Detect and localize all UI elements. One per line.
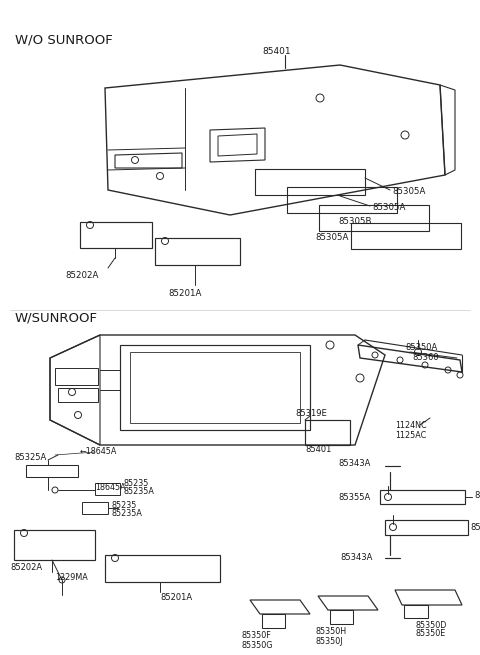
Text: 85343A: 85343A xyxy=(340,553,372,563)
Text: 85350A: 85350A xyxy=(405,343,437,352)
Text: 85343A: 85343A xyxy=(338,458,371,468)
Text: 85401: 85401 xyxy=(262,48,290,56)
Text: 85305A: 85305A xyxy=(315,233,348,242)
Text: 1125AC: 1125AC xyxy=(395,430,426,440)
Text: 85350E: 85350E xyxy=(415,629,445,639)
Text: 85235: 85235 xyxy=(123,479,148,487)
Text: ←18645A: ←18645A xyxy=(80,447,118,457)
Text: 85325A: 85325A xyxy=(14,453,46,462)
Text: 85305A: 85305A xyxy=(392,187,425,196)
Text: 85350D: 85350D xyxy=(415,620,446,629)
Text: 85319E: 85319E xyxy=(295,409,327,419)
Text: 85355A: 85355A xyxy=(338,493,370,502)
Text: 85350F: 85350F xyxy=(242,631,272,641)
Text: W/O SUNROOF: W/O SUNROOF xyxy=(15,33,113,47)
Text: 85202A: 85202A xyxy=(65,272,98,280)
Text: 85340B: 85340B xyxy=(470,523,480,531)
Text: 85350J: 85350J xyxy=(315,637,343,645)
Text: 1229MA: 1229MA xyxy=(55,574,88,582)
Text: 85401: 85401 xyxy=(305,445,331,455)
Text: 85340C: 85340C xyxy=(474,491,480,500)
Text: 85201A: 85201A xyxy=(160,593,192,601)
Text: 85235A: 85235A xyxy=(123,487,154,496)
Text: 85235: 85235 xyxy=(112,500,137,510)
Text: 85305A: 85305A xyxy=(372,202,406,212)
Text: 85235A: 85235A xyxy=(112,510,143,519)
Text: 85350G: 85350G xyxy=(242,641,274,650)
Text: 1124NC: 1124NC xyxy=(395,421,427,430)
Text: 85202A: 85202A xyxy=(10,563,42,572)
Text: 85350H: 85350H xyxy=(315,627,346,637)
Text: 85360: 85360 xyxy=(412,354,439,362)
Text: 85201A: 85201A xyxy=(168,288,202,297)
Text: W/SUNROOF: W/SUNROOF xyxy=(15,312,98,324)
Text: 18645A: 18645A xyxy=(95,483,126,493)
Text: 85305B: 85305B xyxy=(338,217,372,227)
